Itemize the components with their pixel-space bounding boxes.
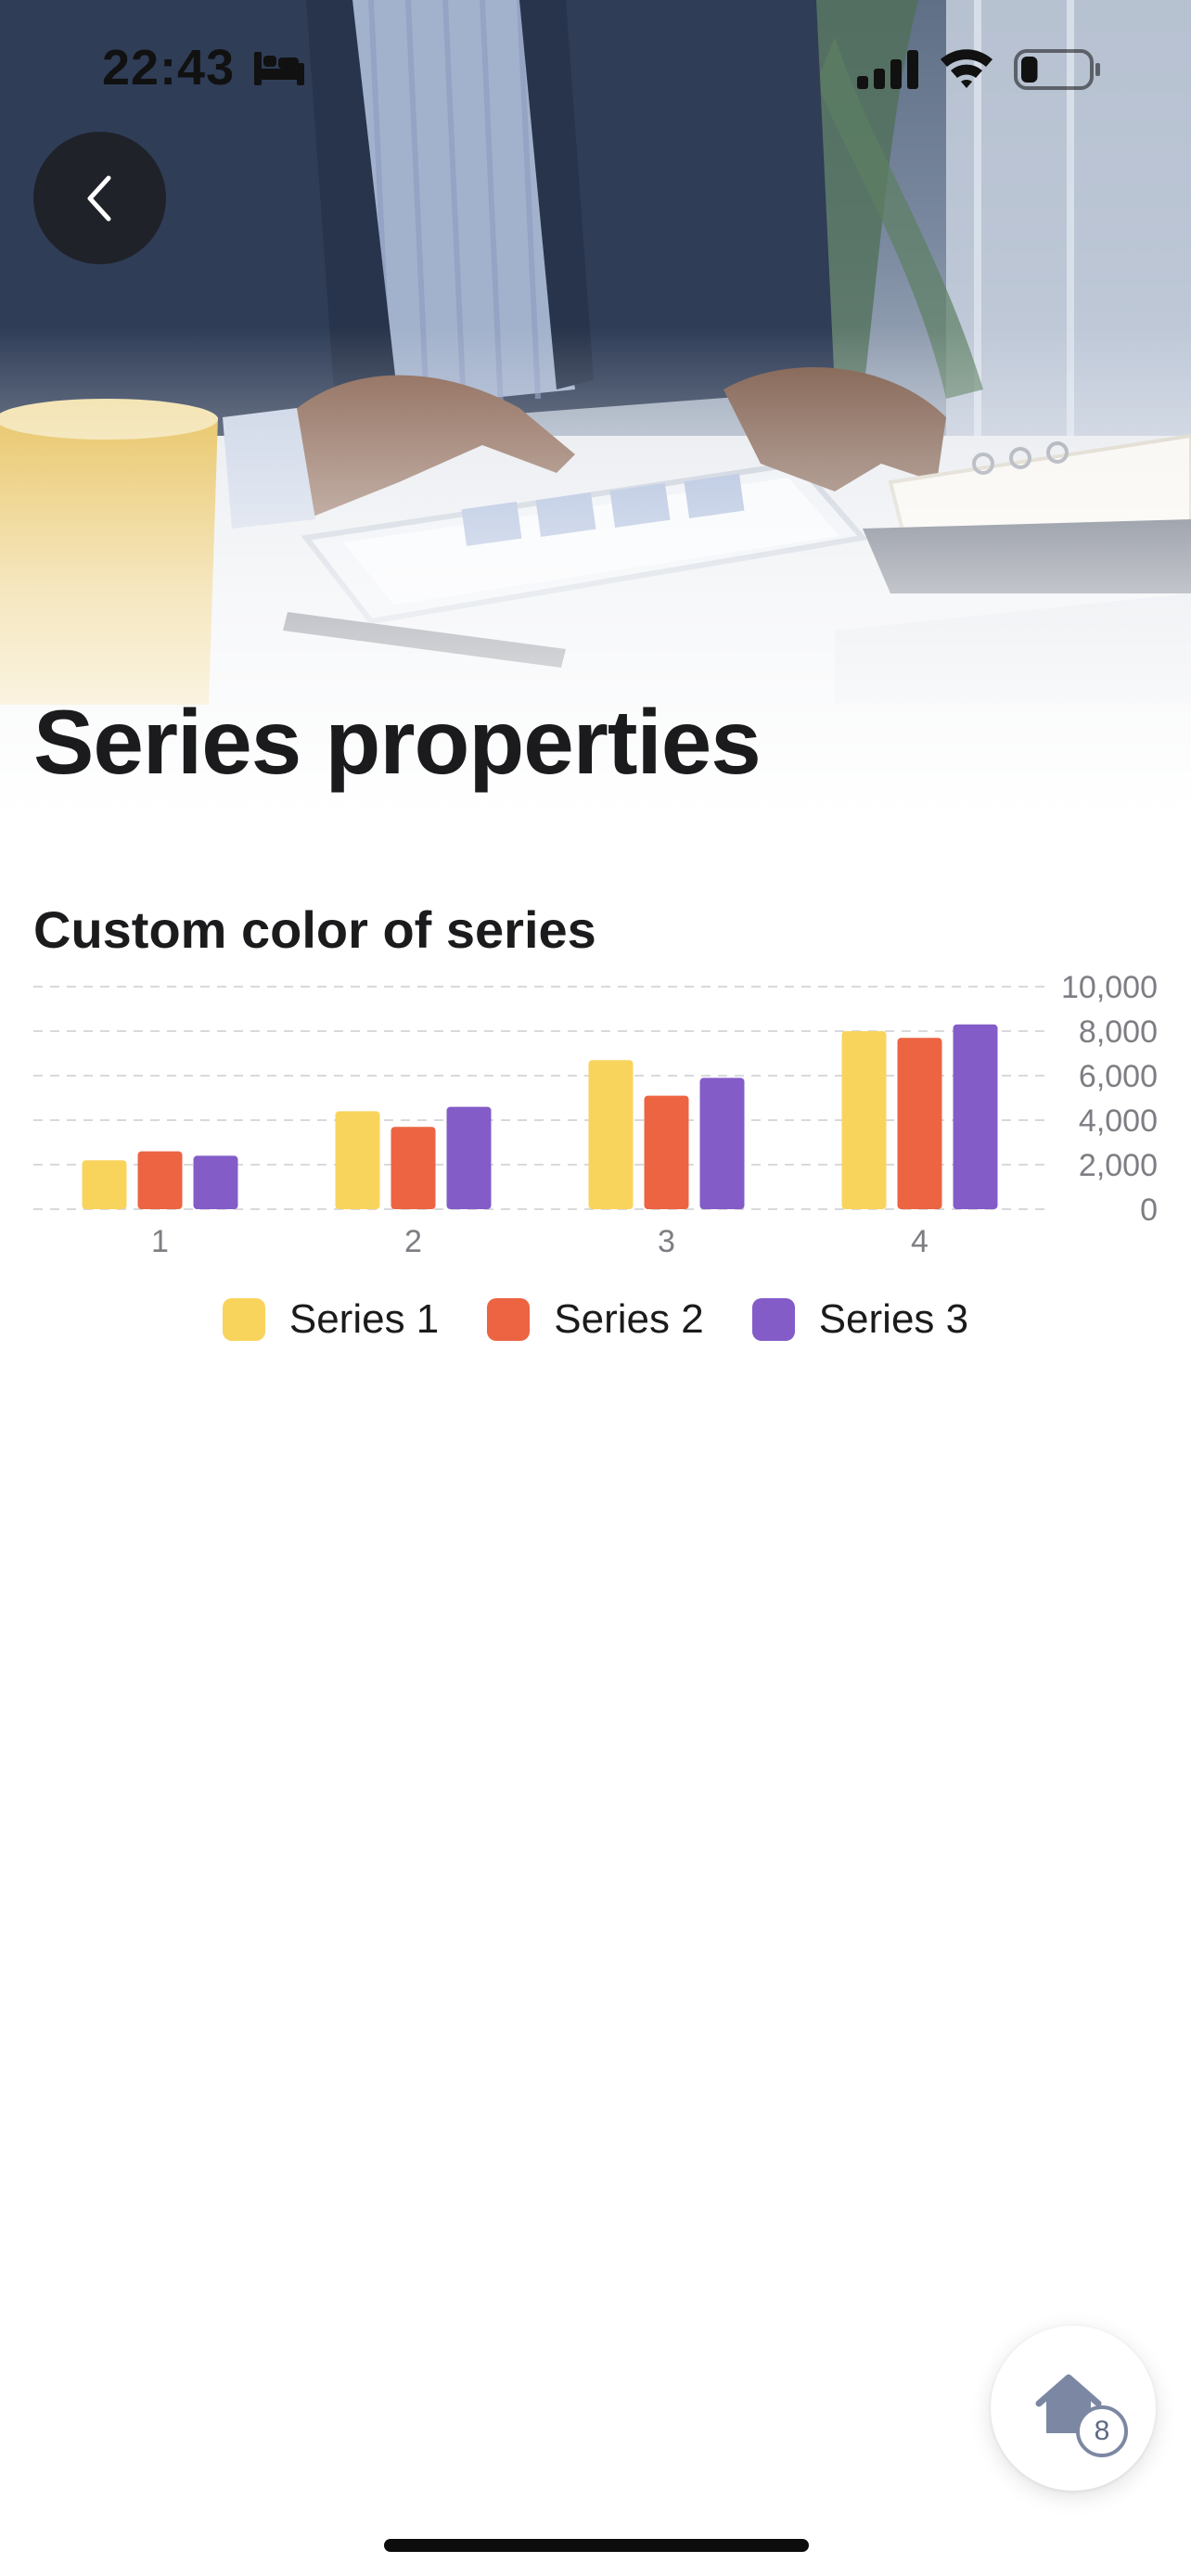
bar-series-3-cat-1[interactable] [193, 1155, 238, 1209]
section-title: Custom color of series [33, 900, 596, 959]
chart-gridlines [33, 986, 1046, 1210]
chart-legend: Series 1 Series 2 Series 3 [0, 1296, 1191, 1343]
x-tick-label: 1 [151, 1224, 169, 1259]
legend-item-series-3[interactable]: Series 3 [751, 1296, 969, 1343]
y-tick-label: 6,000 [1079, 1059, 1158, 1094]
back-button[interactable] [33, 132, 166, 264]
status-time: 22:43 [102, 40, 236, 96]
x-tick-label: 3 [658, 1224, 675, 1259]
bar-series-2-cat-3[interactable] [644, 1095, 689, 1209]
y-tick-label: 2,000 [1079, 1148, 1158, 1183]
legend-swatch [222, 1298, 265, 1341]
legend-item-series-1[interactable]: Series 1 [222, 1296, 440, 1343]
y-tick-label: 10,000 [1061, 970, 1158, 1005]
x-tick-label: 4 [911, 1224, 928, 1259]
bar-series-2-cat-1[interactable] [137, 1151, 183, 1209]
home-indicator[interactable] [384, 2539, 809, 2552]
y-tick-label: 8,000 [1079, 1014, 1158, 1050]
bar-series-3-cat-3[interactable] [699, 1078, 745, 1209]
wifi-icon [941, 49, 992, 88]
hero-header [0, 0, 1191, 816]
bar-series-1-cat-4[interactable] [841, 1031, 887, 1209]
bar-series-3-cat-2[interactable] [446, 1106, 492, 1209]
legend-swatch [751, 1298, 795, 1341]
battery-low-icon [1014, 49, 1100, 90]
bar-chart: 10,000 8,000 6,000 4,000 2,000 0 1 2 3 4 [33, 970, 1158, 1259]
legend-label: Series 3 [818, 1296, 969, 1342]
legend-swatch [487, 1298, 531, 1341]
bar-series-2-cat-4[interactable] [897, 1038, 942, 1209]
x-tick-label: 2 [404, 1224, 422, 1259]
y-tick-label: 4,000 [1079, 1103, 1158, 1139]
legend-label: Series 2 [554, 1296, 704, 1342]
bar-series-2-cat-2[interactable] [391, 1127, 436, 1209]
legend-label: Series 1 [288, 1296, 440, 1342]
y-tick-label: 0 [1140, 1192, 1158, 1228]
chart-bars [82, 1024, 998, 1209]
bar-series-1-cat-3[interactable] [588, 1060, 634, 1209]
bar-series-1-cat-1[interactable] [82, 1160, 127, 1209]
page-title: Series properties [33, 691, 762, 793]
status-bar: 22:43 [0, 0, 1191, 139]
cellular-signal-icon [857, 50, 918, 89]
chart-x-axis: 1 2 3 4 [151, 1224, 928, 1259]
bed-icon [254, 52, 304, 85]
bar-series-1-cat-2[interactable] [335, 1111, 380, 1209]
chart-y-axis: 10,000 8,000 6,000 4,000 2,000 0 [1061, 970, 1158, 1228]
bar-series-3-cat-4[interactable] [953, 1024, 998, 1209]
chevron-left-icon [87, 175, 110, 221]
legend-item-series-2[interactable]: Series 2 [487, 1296, 704, 1343]
home-badge: 8 [1076, 2405, 1128, 2457]
hero-fade-overlay [0, 0, 1191, 816]
home-button[interactable]: 8 [991, 2326, 1156, 2491]
